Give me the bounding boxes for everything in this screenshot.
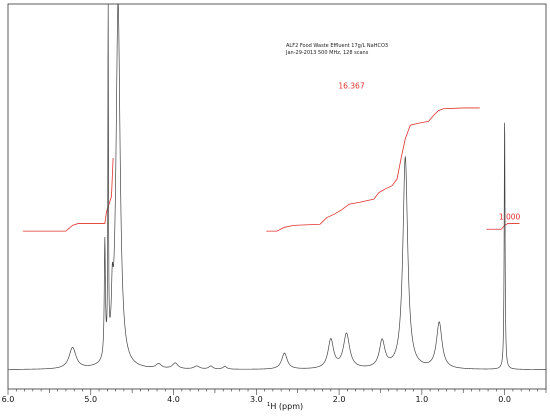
x-tick-label-6: 0.0: [498, 395, 511, 404]
integral-curve-2: [486, 223, 520, 230]
annotation-line-1: Jan-29-2013 500 MHz, 128 scans: [285, 50, 369, 56]
plot-frame: [7, 3, 547, 390]
integral-label-2: 1.000: [499, 213, 521, 222]
x-tick-label-4: 2.0: [333, 395, 346, 404]
x-tick-label-1: 5.0: [84, 395, 97, 404]
x-tick-label-0: 6.0: [2, 395, 15, 404]
x-tick-label-5: 1.0: [415, 395, 428, 404]
integral-label-1: 16.367: [338, 82, 364, 91]
x-tick-label-3: 3.0: [250, 395, 263, 404]
integral-curve-1: [266, 107, 480, 232]
spectrum-line: [8, 3, 546, 370]
x-axis-title: 1H (ppm): [267, 402, 303, 411]
x-tick-label-2: 4.0: [167, 395, 180, 404]
annotation-line-0: ALF2 Food Waste Effluent 17g/L NaHCO3: [286, 43, 388, 49]
integral-curve-0: [22, 157, 114, 232]
